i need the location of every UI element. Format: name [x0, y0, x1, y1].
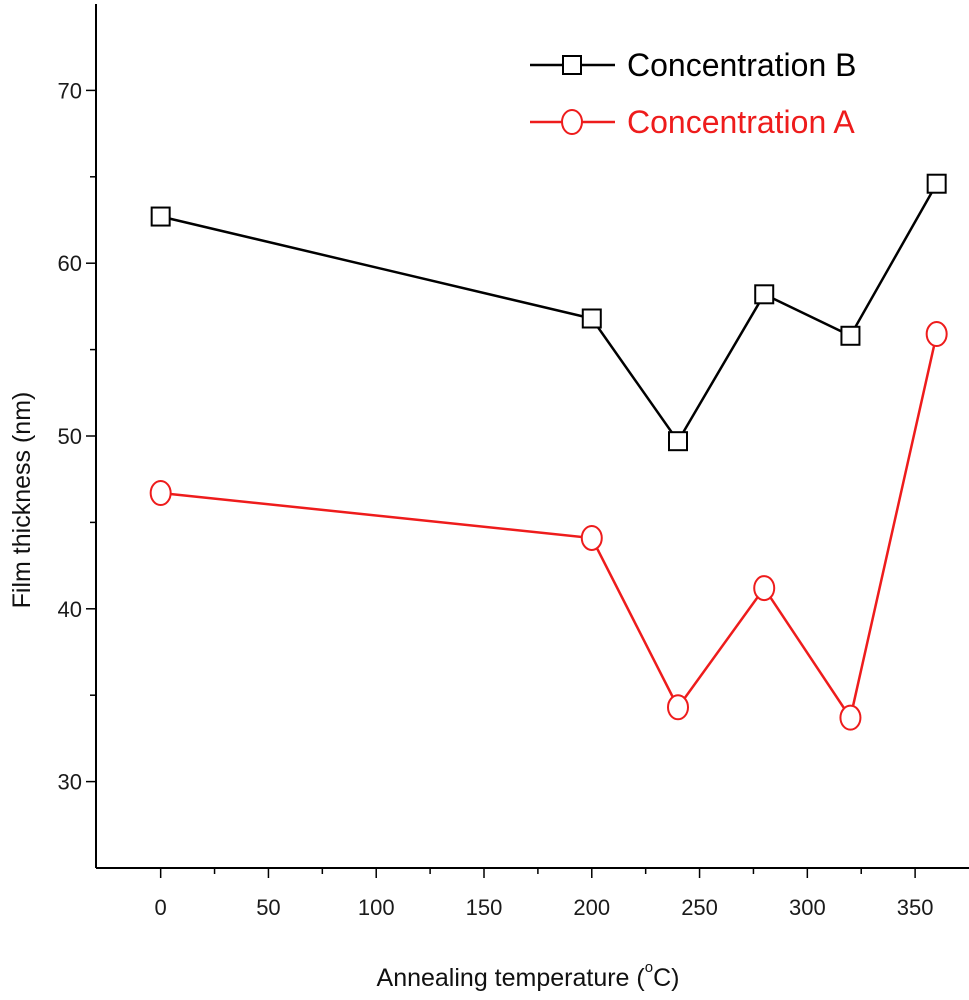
legend: Concentration B Concentration A: [530, 47, 856, 140]
x-ticks: 0 50 100 150 200 250 300 350: [155, 868, 934, 920]
y-tick-label: 70: [58, 78, 82, 103]
legend-label: Concentration A: [627, 104, 855, 140]
data-point-square: [926, 173, 947, 194]
x-tick-label: 200: [573, 895, 610, 920]
y-tick-label: 50: [58, 424, 82, 449]
legend-marker-square: [562, 55, 582, 75]
data-point-circle: [149, 480, 172, 507]
series-line-2: [160, 333, 938, 721]
x-axis-title-main: Annealing temperature (: [377, 964, 646, 992]
series-layer: [149, 173, 948, 731]
x-tick-label: 300: [789, 895, 826, 920]
legend-label: Concentration B: [627, 47, 856, 83]
x-tick-label: 350: [897, 895, 934, 920]
x-tick-label: 100: [358, 895, 395, 920]
x-tick-label: 0: [155, 895, 167, 920]
x-tick-label: 50: [256, 895, 280, 920]
data-point-square: [581, 308, 602, 329]
data-point-square: [150, 206, 171, 227]
axes: 30 40 50 60 70 0 50 100 150 200 250 300 350: [58, 4, 969, 920]
data-point-circle: [839, 704, 862, 731]
x-tick-label: 150: [466, 895, 503, 920]
series-line-1: [160, 183, 938, 444]
y-tick-label: 60: [58, 251, 82, 276]
y-tick-label: 30: [58, 770, 82, 795]
x-axis-title-unit: C): [653, 964, 679, 992]
y-ticks: 30 40 50 60 70: [58, 78, 96, 795]
y-tick-label: 40: [58, 597, 82, 622]
data-point-circle: [667, 694, 689, 721]
data-point-circle: [753, 575, 776, 602]
data-point-circle: [925, 321, 948, 348]
y-axis-title: Film thickness (nm): [8, 392, 36, 609]
x-axis-title-degree: o: [645, 959, 653, 976]
data-point-circle: [580, 524, 603, 551]
legend-marker-circle: [561, 109, 583, 135]
x-tick-label: 250: [681, 895, 718, 920]
data-point-square: [668, 431, 688, 452]
data-point-square: [840, 325, 861, 346]
data-point-square: [754, 284, 775, 305]
x-axis-title: Annealing temperature (oC): [377, 959, 680, 992]
